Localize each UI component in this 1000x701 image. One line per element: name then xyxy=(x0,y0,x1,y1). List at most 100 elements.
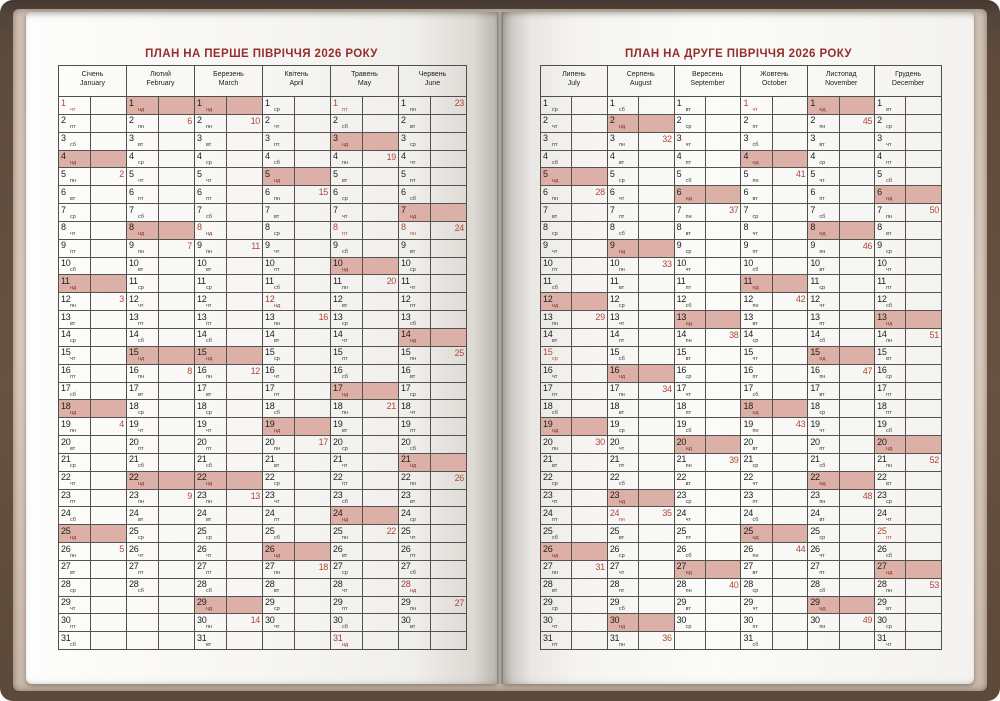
day-number: 28 xyxy=(61,579,71,590)
day-cell: 28 чт xyxy=(331,578,363,596)
day-cell: 3 сб xyxy=(59,132,91,150)
day-number: 13 xyxy=(129,311,139,322)
day-row: 26 нд xyxy=(263,543,330,561)
day-number: 29 xyxy=(197,597,207,608)
day-cell: 23 вт xyxy=(399,489,431,507)
day-cell: 16 нд xyxy=(608,364,640,382)
day-row: 3 пн 32 xyxy=(607,132,674,151)
day-cell: 25 нд xyxy=(741,525,773,543)
weekday-label: пн xyxy=(618,267,625,274)
weekday-label: нд xyxy=(342,142,349,149)
notes-cell xyxy=(572,329,607,346)
notes-cell xyxy=(363,597,398,614)
day-number: 10 xyxy=(810,258,820,269)
day-number: 2 xyxy=(61,115,66,126)
day-number: 19 xyxy=(743,418,753,429)
notes-cell: 38 xyxy=(706,329,741,346)
weekday-label: ср xyxy=(819,160,826,167)
day-number: 19 xyxy=(61,418,71,429)
notes-cell xyxy=(363,436,398,453)
weekday-label: сб xyxy=(819,338,826,345)
weekday-label: пт xyxy=(752,623,758,630)
notes-cell xyxy=(572,472,607,489)
weekday-label: нд xyxy=(138,356,145,363)
day-number: 4 xyxy=(333,151,338,162)
weekday-label: вт xyxy=(206,516,212,523)
month-name-uk: Серпень xyxy=(626,71,655,78)
weekday-label: нд xyxy=(819,481,826,488)
day-number: 15 xyxy=(265,347,275,358)
notes-cell xyxy=(431,632,466,649)
notes-cell xyxy=(363,614,398,631)
day-number: 19 xyxy=(197,418,207,429)
day-number: 6 xyxy=(333,186,338,197)
day-row: 8 нд xyxy=(195,221,262,240)
day-number: 28 xyxy=(609,579,620,590)
day-cell: 19 сб xyxy=(675,418,706,436)
weekday-label: чт xyxy=(206,177,212,184)
day-row: 22 сб xyxy=(607,471,674,490)
day-cell: 18 пт xyxy=(675,400,706,418)
day-number: 14 xyxy=(810,329,820,340)
weekday-label: чт xyxy=(752,106,758,113)
weekday-label: вт xyxy=(552,213,558,220)
day-row: 8 вт xyxy=(875,221,941,240)
weekday-label: пн xyxy=(410,481,417,488)
notes-cell xyxy=(431,436,466,453)
day-row: 30 пт xyxy=(59,614,126,633)
day-row: 27 нд xyxy=(875,560,941,579)
day-row: 23 ср xyxy=(875,489,941,508)
day-number: 24 xyxy=(810,507,820,518)
day-row: 20 ср xyxy=(331,436,398,454)
day-cell: 30 ср xyxy=(875,614,907,632)
weekday-label: пт xyxy=(886,160,892,167)
weekday-label: пт xyxy=(342,231,348,238)
day-cell: 8 ср xyxy=(541,221,573,239)
day-row: 9 нд xyxy=(607,239,674,258)
day-number: 10 xyxy=(877,258,887,269)
day-cell: 13 нд xyxy=(675,311,706,328)
day-number: 23 xyxy=(743,490,753,501)
day-number: 24 xyxy=(743,507,753,518)
day-cell: 27 ср xyxy=(331,560,363,578)
notes-cell: 31 xyxy=(572,561,607,578)
day-number: 17 xyxy=(810,383,820,393)
day-row: 27 вт xyxy=(59,560,126,579)
day-row: 24 ср xyxy=(399,507,466,526)
weekday-label: чт xyxy=(342,338,348,345)
notes-cell: 26 xyxy=(431,472,466,489)
day-cell: 23 пн xyxy=(195,489,227,507)
day-cell: 24 чт xyxy=(675,507,706,525)
notes-cell xyxy=(773,436,808,453)
day-number: 12 xyxy=(129,293,139,304)
weekday-label: вт xyxy=(618,284,625,291)
month-column: Листопад November 1 нд 2 пн 45 3 вт 4 ср 5 чт 6 пт 7 сб 8… xyxy=(807,66,875,650)
day-row: 8 пн 24 xyxy=(399,221,466,240)
day-cell: 29 пт xyxy=(331,596,363,614)
month-header: Листопад November xyxy=(808,66,875,97)
notes-cell xyxy=(706,507,741,524)
day-cell: 15 нд xyxy=(808,346,840,364)
notes-cell xyxy=(773,97,808,114)
day-row: 2 сб xyxy=(331,114,398,133)
day-cell: 21 сб xyxy=(195,453,227,471)
week-number: 8 xyxy=(187,365,192,376)
day-number: 25 xyxy=(333,525,343,536)
day-number: 26 xyxy=(61,543,71,554)
day-row: 17 чт xyxy=(674,382,741,401)
day-cell: 30 вт xyxy=(399,614,431,632)
day-cell: 6 пт xyxy=(195,186,227,204)
weekday-label: ср xyxy=(886,124,892,131)
day-number: 10 xyxy=(401,258,411,269)
month-header: Січень January xyxy=(59,66,126,97)
day-number: 22 xyxy=(401,472,411,483)
notes-cell xyxy=(840,311,875,328)
day-row: 28 ср xyxy=(59,578,126,597)
day-row xyxy=(127,632,194,650)
day-cell: 10 сб xyxy=(59,257,91,275)
day-number: 30 xyxy=(61,614,71,625)
day-row: 26 пт xyxy=(399,543,466,561)
notes-cell xyxy=(431,383,466,400)
day-cell: 21 сб xyxy=(808,453,840,471)
weekday-label: вт xyxy=(552,338,558,345)
